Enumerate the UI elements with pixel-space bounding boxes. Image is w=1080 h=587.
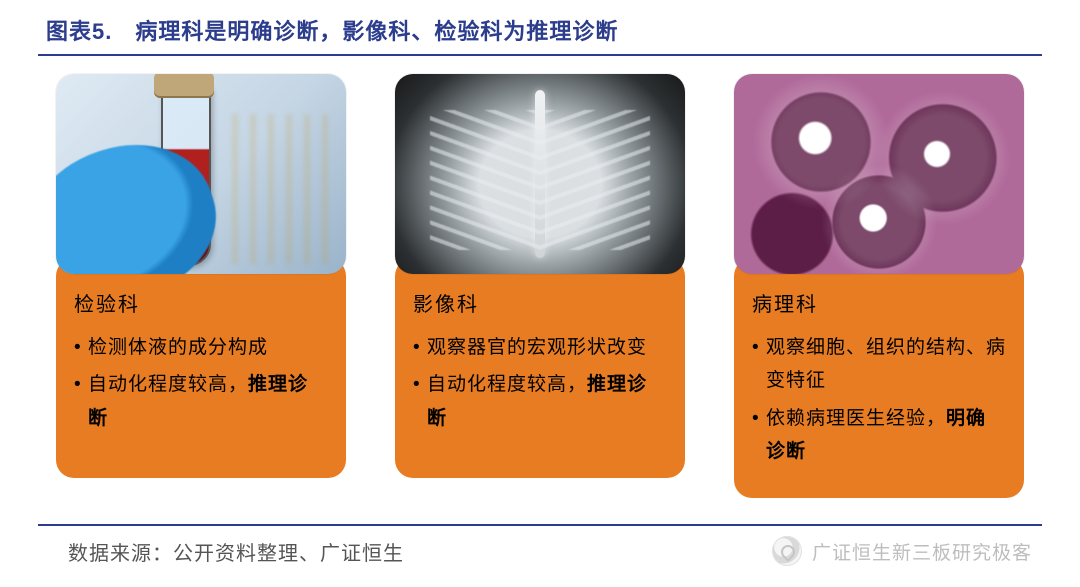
card-heading: 病理科 xyxy=(752,288,1006,317)
footer-row: 数据来源：公开资料整理、广证恒生 广证恒生新三板研究极客 xyxy=(38,536,1042,566)
card-body: 病理科 观察细胞、组织的结构、病变特征 依赖病理医生经验，明确诊断 xyxy=(734,258,1024,498)
figure-title-bar: 图表5. 病理科是明确诊断，影像科、检验科为推理诊断 xyxy=(38,14,1042,56)
lab-glove-decoration xyxy=(56,122,235,274)
list-item: 观察器官的宏观形状改变 xyxy=(413,331,667,364)
card-pathology: 病理科 观察细胞、组织的结构、病变特征 依赖病理医生经验，明确诊断 xyxy=(734,74,1024,498)
watermark: 广证恒生新三板研究极客 xyxy=(772,536,1032,566)
card-list: 观察器官的宏观形状改变 自动化程度较高，推理诊断 xyxy=(413,331,667,435)
source-text: 数据来源：公开资料整理、广证恒生 xyxy=(68,537,404,566)
bullet-text: 自动化程度较高， xyxy=(88,374,248,395)
xray-image xyxy=(395,74,685,274)
lab-image xyxy=(56,74,346,274)
bullet-text: 观察器官的宏观形状改变 xyxy=(427,337,647,358)
cards-row: 检验科 检测体液的成分构成 自动化程度较高，推理诊断 影像科 观察器官的宏观形状… xyxy=(38,74,1042,498)
bullet-text: 观察细胞、组织的结构、病变特征 xyxy=(766,337,1006,391)
lab-rack-decoration xyxy=(220,114,340,264)
list-item: 自动化程度较高，推理诊断 xyxy=(74,368,328,435)
list-item: 自动化程度较高，推理诊断 xyxy=(413,368,667,435)
bullet-text: 检测体液的成分构成 xyxy=(88,337,268,358)
list-item: 观察细胞、组织的结构、病变特征 xyxy=(752,331,1006,398)
histology-image xyxy=(734,74,1024,274)
card-imaging: 影像科 观察器官的宏观形状改变 自动化程度较高，推理诊断 xyxy=(395,74,685,498)
card-heading: 检验科 xyxy=(74,288,328,317)
figure-title: 图表5. 病理科是明确诊断，影像科、检验科为推理诊断 xyxy=(38,14,1042,46)
bullet-text: 依赖病理医生经验， xyxy=(766,408,946,429)
wechat-icon xyxy=(772,536,802,566)
watermark-text: 广证恒生新三板研究极客 xyxy=(812,538,1032,565)
card-list: 检测体液的成分构成 自动化程度较高，推理诊断 xyxy=(74,331,328,435)
card-heading: 影像科 xyxy=(413,288,667,317)
card-body: 影像科 观察器官的宏观形状改变 自动化程度较高，推理诊断 xyxy=(395,258,685,478)
footer-rule xyxy=(38,524,1042,526)
list-item: 依赖病理医生经验，明确诊断 xyxy=(752,402,1006,469)
bullet-text: 自动化程度较高， xyxy=(427,374,587,395)
card-body: 检验科 检测体液的成分构成 自动化程度较高，推理诊断 xyxy=(56,258,346,478)
card-lab: 检验科 检测体液的成分构成 自动化程度较高，推理诊断 xyxy=(56,74,346,498)
card-list: 观察细胞、组织的结构、病变特征 依赖病理医生经验，明确诊断 xyxy=(752,331,1006,468)
list-item: 检测体液的成分构成 xyxy=(74,331,328,364)
